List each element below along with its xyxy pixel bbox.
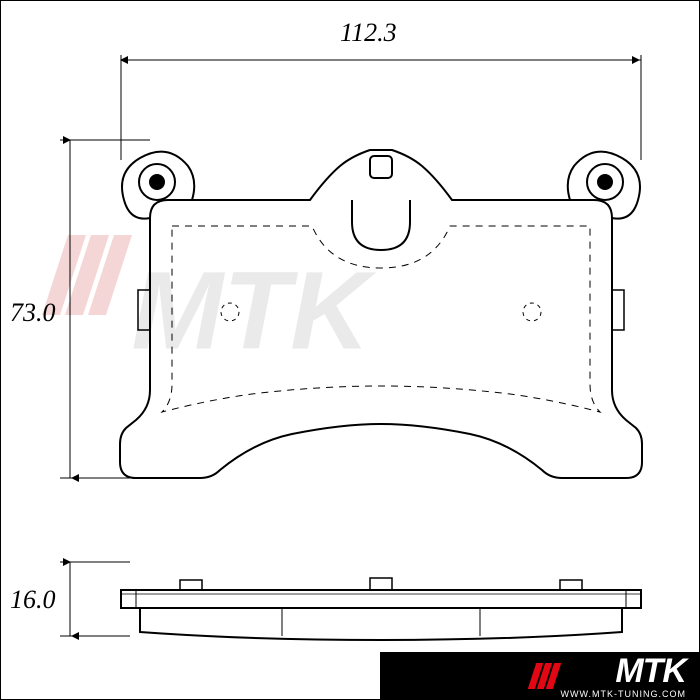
thickness-dimension-label: 16.0 — [10, 585, 56, 615]
brake-pad-face-view — [120, 150, 642, 478]
dimension-height — [60, 140, 150, 478]
logo-brand-text: MTK — [615, 654, 686, 688]
logo-slashes-icon — [527, 663, 560, 689]
width-dimension-label: 112.3 — [340, 18, 397, 48]
dimension-thickness — [60, 562, 130, 636]
logo-url-text: WWW.MTK-TUNING.COM — [561, 690, 686, 699]
technical-drawing — [0, 0, 700, 700]
brake-pad-side-view — [121, 578, 641, 640]
dimension-width — [121, 55, 641, 160]
height-dimension-label: 73.0 — [10, 298, 56, 328]
brand-banner: MTK WWW.MTK-TUNING.COM — [380, 652, 700, 700]
